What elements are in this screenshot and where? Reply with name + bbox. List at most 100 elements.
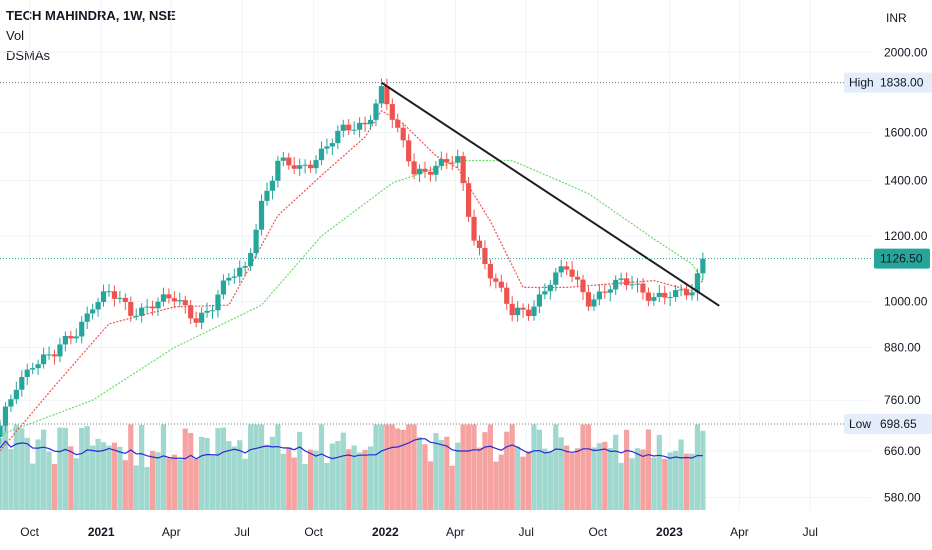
volume-bar	[0, 437, 3, 510]
volume-bar	[307, 449, 314, 510]
volume-bar	[111, 442, 118, 510]
candle-body	[51, 354, 58, 357]
symbol-title[interactable]: TECH MAHINDRA, 1W, NSE	[6, 8, 176, 23]
volume-bar	[73, 458, 79, 510]
candle-body	[678, 289, 684, 291]
candle-body	[351, 129, 357, 131]
volume-bar	[493, 461, 499, 510]
candle-body	[215, 294, 221, 311]
candle-body	[30, 368, 36, 370]
currency-label: INR	[886, 11, 907, 25]
candle-body	[307, 164, 314, 169]
volume-bar	[427, 461, 434, 510]
volume-legend-item[interactable]: Vol	[6, 28, 25, 43]
time-tick-label: Oct	[588, 525, 607, 539]
volume-bar	[455, 442, 461, 510]
candle-body	[689, 292, 695, 296]
volume-bar	[384, 424, 390, 510]
volume-bar	[640, 449, 646, 510]
volume-bar	[346, 449, 352, 510]
volume-bar	[678, 439, 684, 510]
volume-bar	[504, 431, 510, 510]
volume-bar	[564, 445, 570, 510]
candle-body	[149, 306, 156, 309]
volume-bar	[673, 450, 679, 510]
volume-bar	[302, 464, 308, 510]
volume-bar	[297, 431, 303, 510]
time-tick-label: Jul	[803, 525, 818, 539]
volume-bar	[542, 448, 548, 510]
candle-body	[378, 86, 385, 104]
volume-bar	[95, 438, 101, 510]
candle-body	[90, 309, 96, 314]
candle-body	[640, 283, 646, 293]
candle-body	[520, 307, 526, 310]
candle-body	[487, 264, 493, 279]
volume-bar	[509, 424, 515, 510]
time-tick-label: Apr	[446, 525, 465, 539]
candle-body	[558, 266, 564, 273]
volume-bar	[253, 424, 259, 510]
candle-body	[62, 335, 68, 345]
price-axis[interactable]: 2000.00 1600.00 1400.00 1200.00 1000.00 880.0…	[884, 45, 928, 504]
candle-body	[95, 302, 101, 310]
candle-body	[24, 369, 30, 377]
dsmas-legend-item[interactable]: DSMAs	[6, 48, 51, 63]
volume-bar	[536, 429, 543, 510]
candle-body	[531, 306, 537, 317]
volume-bar	[144, 467, 150, 510]
candle-body	[618, 278, 624, 280]
volume-bar	[177, 459, 183, 510]
candle-body	[515, 307, 521, 316]
volume-bar	[40, 429, 47, 510]
candle-body	[171, 298, 177, 302]
volume-bar	[24, 437, 30, 510]
volume-bar	[188, 432, 194, 510]
volume-bar	[607, 448, 613, 510]
volume-bar	[618, 462, 624, 510]
candle-body	[73, 336, 79, 339]
candle-body	[553, 272, 559, 285]
volume-bar	[13, 424, 19, 510]
candle-body	[286, 157, 292, 166]
candle-body	[19, 376, 25, 390]
volume-bar	[193, 458, 199, 510]
volume-bar	[258, 424, 265, 510]
candle-body	[8, 399, 14, 407]
candle-body	[280, 157, 286, 161]
volume-bar	[580, 424, 586, 510]
volume-bar	[79, 427, 85, 510]
time-axis[interactable]: Oct 2021 Apr Jul Oct 2022 Apr Jul Oct 2023 Apr Jul	[20, 525, 818, 539]
candle-body	[144, 306, 150, 308]
low-value: 698.65	[880, 417, 917, 431]
volume-bar	[182, 428, 188, 510]
volume-bar	[340, 432, 346, 510]
volume-bar	[378, 424, 385, 510]
candle-body	[460, 156, 466, 184]
candle-body	[667, 297, 673, 299]
volume-bar	[209, 454, 216, 510]
volume-bar	[531, 424, 537, 510]
candle-body	[111, 291, 118, 299]
candle-body	[346, 124, 352, 131]
volume-bar	[569, 453, 575, 510]
volume-bar	[117, 446, 123, 510]
candle-body	[46, 354, 52, 356]
candle-body	[683, 289, 690, 296]
candle-body	[188, 305, 194, 319]
last-price-badge	[874, 248, 930, 269]
volume-bar	[62, 427, 68, 510]
trendline[interactable]	[380, 81, 720, 307]
volume-bar	[286, 447, 292, 510]
volume-bar	[438, 439, 444, 510]
volume-bar	[400, 429, 406, 510]
candle-body	[498, 281, 504, 288]
candle-body	[400, 127, 406, 141]
candle-body	[569, 269, 575, 277]
volume-bar	[613, 434, 619, 510]
time-tick-label: 2022	[372, 525, 399, 539]
volume-bar	[465, 424, 472, 510]
volume-bar	[476, 447, 483, 510]
candle-body	[580, 279, 586, 293]
